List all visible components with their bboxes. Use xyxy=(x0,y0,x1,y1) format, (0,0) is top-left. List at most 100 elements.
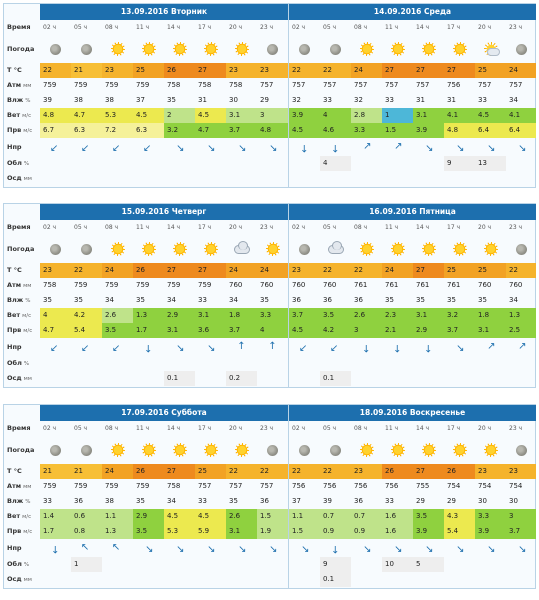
cell-wind: 4 xyxy=(320,108,351,123)
cell-dir: ↑ xyxy=(444,539,475,557)
sun-icon xyxy=(141,42,156,56)
cell-gust: 1.9 xyxy=(257,524,288,539)
moon-icon xyxy=(267,444,278,456)
cell-precip xyxy=(257,171,288,186)
cell-temp: 27 xyxy=(164,263,195,278)
cell-temp: 24 xyxy=(257,263,288,278)
cell-precip xyxy=(40,171,71,186)
wind-direction-arrow-icon: ↑ xyxy=(172,541,187,556)
forecast-block: Время Погода Т °С Атм мм Влж% Вет м/с Прв м/с Нпр О… xyxy=(3,3,536,188)
row-label-text: Нпр xyxy=(7,544,22,552)
wind-direction-arrow-icon: ↑ xyxy=(110,140,124,155)
cell-wind: 3.5 xyxy=(413,509,444,524)
cell-humidity: 29 xyxy=(260,96,269,104)
cell-temp: 23 xyxy=(475,464,506,479)
cell-pressure: 761 xyxy=(354,281,368,289)
cell-dir: ↑ xyxy=(102,539,133,557)
cell-hours: 14 ч xyxy=(416,24,430,31)
cell-gust: 6.7 xyxy=(40,123,71,138)
cell-humidity: 30 xyxy=(229,96,238,104)
moon-icon xyxy=(515,444,527,456)
cell-precip xyxy=(506,171,536,186)
cell-precip xyxy=(257,371,288,386)
cell-dir: ↑ xyxy=(475,539,506,557)
row-label-temp: Т °С xyxy=(4,263,40,278)
cell-gust: 5.9 xyxy=(195,524,226,539)
cell-clouds xyxy=(320,356,351,371)
row-label-text: Вет xyxy=(7,311,21,319)
cell-precip xyxy=(226,572,257,587)
cell-icons xyxy=(257,436,288,464)
cell-precip xyxy=(195,171,226,186)
cell-dir: ↑ xyxy=(257,338,288,356)
row-label-text: Погода xyxy=(7,45,35,53)
cell-gust: 3.3 xyxy=(351,123,382,138)
cell-gust: 3.7 xyxy=(226,123,257,138)
day-header: 18.09.2016 Воскресенье xyxy=(289,405,536,421)
cloud-icon xyxy=(327,240,344,254)
cell-dir: ↑ xyxy=(351,539,382,557)
cell-precip xyxy=(351,572,382,587)
cell-wind: 1 xyxy=(382,108,413,123)
cell-humidity: 33 xyxy=(385,96,394,104)
wind-direction-arrow-icon: ↑ xyxy=(514,541,529,556)
cell-gust: 4.7 xyxy=(40,323,71,338)
cell-gust: 3.2 xyxy=(164,123,195,138)
wind-direction-arrow-icon: ↑ xyxy=(110,540,124,555)
cell-humidity: 36 xyxy=(354,497,363,505)
wind-direction-arrow-icon: ↑ xyxy=(172,340,187,355)
cell-humidity: 35 xyxy=(229,497,238,505)
cell-hours: 14 ч xyxy=(167,24,181,31)
cell-hours: 05 ч xyxy=(74,224,88,231)
cell-gust: 3.9 xyxy=(475,524,506,539)
cell-dir: ↑ xyxy=(444,138,475,156)
cell-gust: 0.8 xyxy=(71,524,102,539)
cell-temp: 24 xyxy=(226,263,257,278)
row-label-icons: Погода xyxy=(4,235,40,263)
row-label-text: Осд xyxy=(7,174,22,182)
cell-wind: 0.6 xyxy=(71,509,102,524)
cell-wind: 1.6 xyxy=(382,509,413,524)
cell-gust: 2.5 xyxy=(506,323,536,338)
cell-pressure: 759 xyxy=(43,81,57,89)
cell-pressure: 761 xyxy=(385,281,399,289)
row-label-pressure: Атм мм xyxy=(4,479,40,495)
cell-humidity: 35 xyxy=(478,296,487,304)
wind-direction-arrow-icon: ↑ xyxy=(234,541,249,556)
cell-hours: 11 ч xyxy=(136,24,150,31)
sun-icon xyxy=(265,242,280,256)
cell-gust: 0.9 xyxy=(351,524,382,539)
cell-precip xyxy=(71,572,102,587)
cell-dir: ↑ xyxy=(351,338,382,356)
row-label-text: Осд xyxy=(7,575,22,583)
wind-direction-arrow-icon: ↑ xyxy=(331,142,340,153)
cell-hours: 08 ч xyxy=(105,24,119,31)
cell-precip xyxy=(475,371,506,386)
sun-icon xyxy=(483,242,498,256)
cell-temp: 24 xyxy=(506,63,536,78)
cell-wind: 3 xyxy=(506,509,536,524)
cell-dir: ↑ xyxy=(257,539,288,557)
cell-clouds: 9 xyxy=(320,557,351,572)
cell-wind: 4.5 xyxy=(195,509,226,524)
cell-precip xyxy=(195,371,226,386)
cell-humidity: 29 xyxy=(416,497,425,505)
cell-wind: 5.3 xyxy=(102,108,133,123)
sun-icon xyxy=(359,42,374,56)
cell-humidity: 33 xyxy=(323,96,332,104)
cell-icons xyxy=(382,35,413,63)
cell-humidity: 33 xyxy=(198,497,207,505)
cell-clouds xyxy=(40,156,71,171)
row-label-text: Т °С xyxy=(7,66,22,74)
cell-clouds xyxy=(351,156,382,171)
wind-direction-arrow-icon: ↑ xyxy=(452,541,467,556)
cell-temp: 26 xyxy=(133,464,164,479)
cell-precip xyxy=(133,171,164,186)
moon-icon xyxy=(81,43,92,55)
cell-wind: 3.7 xyxy=(289,308,320,323)
cell-icons xyxy=(133,35,164,63)
wind-direction-arrow-icon: ↑ xyxy=(79,140,93,155)
row-label-unit: % xyxy=(25,298,31,304)
moon-icon xyxy=(267,43,278,55)
cell-hours: 17 ч xyxy=(447,224,461,231)
